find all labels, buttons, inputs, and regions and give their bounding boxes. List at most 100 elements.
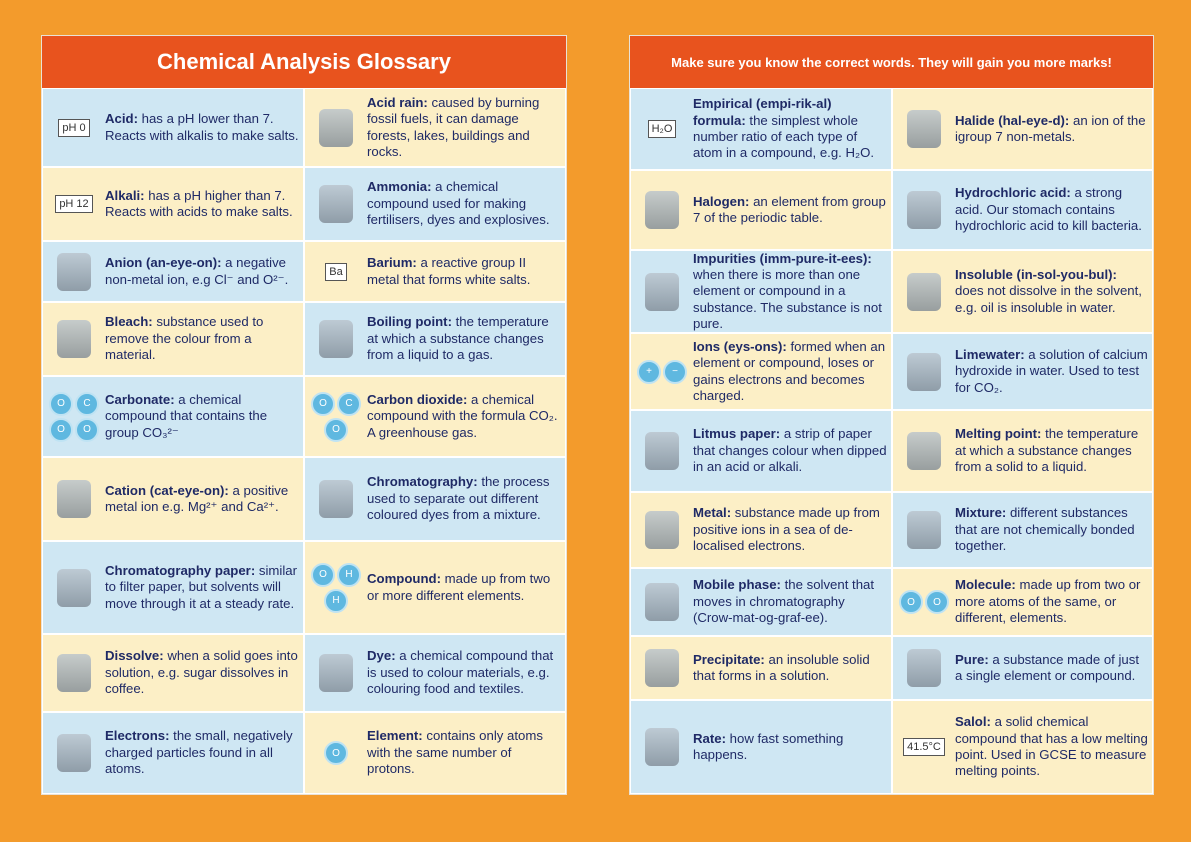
glossary-entry: Dye: a chemical compound that is used to… bbox=[304, 634, 566, 712]
entry-term: Melting point: bbox=[955, 426, 1042, 442]
icon-label: + bbox=[637, 359, 661, 384]
entry-term: Mixture: bbox=[955, 505, 1007, 521]
glossary-entry: Metal: substance made up from positive i… bbox=[630, 492, 892, 568]
entry-term: Halogen: bbox=[693, 193, 750, 209]
entry-icon bbox=[893, 110, 955, 148]
entry-text: Cation (cat-eye-on): a positive metal io… bbox=[105, 483, 303, 516]
entry-icon bbox=[631, 191, 693, 229]
icon-label: pH 12 bbox=[55, 195, 93, 213]
entry-term: Molecule: bbox=[955, 577, 1016, 593]
glossary-entry: O C O Carbon dioxide: a chemical compound w… bbox=[304, 376, 566, 457]
icon-label: pH 0 bbox=[58, 118, 90, 137]
entry-text: Carbon dioxide: a chemical compound with… bbox=[367, 392, 565, 441]
entry-term: Cation (cat-eye-on): bbox=[105, 482, 229, 498]
glossary-entry: Impurities (imm-pure-it-ees): when there… bbox=[630, 250, 892, 333]
entry-definition: the temperature at which a substance cha… bbox=[955, 426, 1139, 475]
entry-text: Dissolve: when a solid goes into solutio… bbox=[105, 648, 303, 697]
entry-definition: different substances that are not chemic… bbox=[955, 505, 1135, 554]
entry-icon bbox=[43, 480, 105, 518]
entry-icon: H₂O bbox=[631, 120, 693, 138]
entry-text: Mobile phase: the solvent that moves in … bbox=[693, 577, 891, 626]
entry-icon bbox=[893, 432, 955, 470]
entry-term: Acid: bbox=[105, 111, 138, 127]
icon-label: Ba bbox=[325, 262, 347, 281]
entry-term: Pure: bbox=[955, 651, 989, 667]
icon-label: O bbox=[49, 391, 73, 416]
entry-definition: similar to filter paper, but solvents wi… bbox=[105, 562, 297, 611]
entry-term: Chromatography: bbox=[367, 474, 478, 490]
glossary-entry: Chromatography paper: similar to filter … bbox=[42, 541, 304, 634]
illustration bbox=[57, 568, 91, 607]
entry-icon: O bbox=[305, 741, 367, 765]
glossary-entry: Boiling point: the temperature at which … bbox=[304, 302, 566, 376]
entry-text: Electrons: the small, negatively charged… bbox=[105, 728, 303, 777]
entry-text: Barium: a reactive group II metal that f… bbox=[367, 255, 565, 288]
entry-definition: a chemical compound with the formula CO₂… bbox=[367, 391, 558, 440]
icon-label: H bbox=[324, 588, 348, 613]
entry-text: Element: contains only atoms with the sa… bbox=[367, 728, 565, 777]
icon-label: O bbox=[925, 590, 949, 614]
entry-definition: has a pH lower than 7. Reacts with alkal… bbox=[105, 111, 299, 143]
glossary-entry: 41.5°C Salol: a solid chemical compound t… bbox=[892, 700, 1153, 794]
entry-definition: a positive metal ion e.g. Mg²⁺ and Ca²⁺. bbox=[105, 482, 289, 514]
illustration bbox=[645, 649, 679, 687]
entry-icon bbox=[631, 583, 693, 621]
entry-icon: pH 0 bbox=[43, 118, 105, 137]
entry-definition: an element from group 7 of the periodic … bbox=[693, 193, 886, 225]
glossary-entry: O O Molecule: made up from two or more ato… bbox=[892, 568, 1153, 636]
entry-text: Halide (hal-eye-d): an ion of the igroup… bbox=[955, 113, 1152, 146]
illustration bbox=[645, 583, 679, 621]
entry-definition: a chemical compound that contains the gr… bbox=[105, 391, 268, 440]
entry-definition: a chemical compound that is used to colo… bbox=[367, 648, 554, 697]
glossary-entry: O H H Compound: made up from two or more di… bbox=[304, 541, 566, 634]
entry-icon: pH 12 bbox=[43, 195, 105, 213]
entry-text: Carbonate: a chemical compound that cont… bbox=[105, 392, 303, 441]
entry-text: Acid: has a pH lower than 7. Reacts with… bbox=[105, 111, 303, 144]
entry-icon bbox=[893, 511, 955, 549]
entry-definition: substance used to remove the colour from… bbox=[105, 314, 264, 363]
entry-definition: made up from two or more atoms of the sa… bbox=[955, 577, 1141, 626]
icon-label: O bbox=[75, 417, 99, 442]
entry-icon bbox=[43, 568, 105, 607]
glossary-entry: O C O O Carbonate: a chemical compound that … bbox=[42, 376, 304, 457]
entry-term: Carbonate: bbox=[105, 391, 175, 407]
glossary-entry: Rate: how fast something happens. bbox=[630, 700, 892, 794]
illustration bbox=[319, 654, 353, 692]
entry-term: Chromatography paper: bbox=[105, 562, 256, 578]
icon-label: O bbox=[311, 562, 335, 587]
entry-text: Salol: a solid chemical compound that ha… bbox=[955, 714, 1152, 779]
entry-definition: formed when an element or compound, lose… bbox=[693, 338, 886, 403]
illustration bbox=[907, 352, 941, 391]
icon-label: H₂O bbox=[647, 120, 677, 138]
glossary-entry: Dissolve: when a solid goes into solutio… bbox=[42, 634, 304, 712]
entry-text: Litmus paper: a strip of paper that chan… bbox=[693, 426, 891, 475]
illustration bbox=[57, 252, 91, 291]
entry-text: Insoluble (in-sol-you-bul): does not dis… bbox=[955, 267, 1152, 316]
icon-label: O bbox=[899, 590, 923, 614]
entry-term: Carbon dioxide: bbox=[367, 391, 468, 407]
entry-text: Compound: made up from two or more diffe… bbox=[367, 571, 565, 604]
entry-icon bbox=[43, 320, 105, 358]
illustration bbox=[645, 728, 679, 766]
entry-icon bbox=[43, 734, 105, 772]
entry-text: Empirical (empi-rik-al) formula: the sim… bbox=[693, 96, 891, 161]
illustration bbox=[319, 480, 353, 518]
illustration bbox=[645, 272, 679, 311]
entry-term: Barium: bbox=[367, 255, 417, 271]
page: Chemical Analysis Glossary pH 0 Acid: has … bbox=[42, 36, 566, 794]
entry-text: Metal: substance made up from positive i… bbox=[693, 505, 891, 554]
illustration bbox=[57, 654, 91, 692]
glossary-entry: Mixture: different substances that are n… bbox=[892, 492, 1153, 568]
entry-icon: + − bbox=[631, 359, 693, 384]
entry-text: Melting point: the temperature at which … bbox=[955, 426, 1152, 475]
entry-text: Chromatography paper: similar to filter … bbox=[105, 563, 303, 612]
icon-label: O bbox=[49, 417, 73, 442]
entry-icon bbox=[43, 252, 105, 291]
entry-text: Precipitate: an insoluble solid that for… bbox=[693, 652, 891, 685]
entry-definition: the simplest whole number ratio of each … bbox=[693, 112, 875, 161]
entry-icon bbox=[631, 728, 693, 766]
